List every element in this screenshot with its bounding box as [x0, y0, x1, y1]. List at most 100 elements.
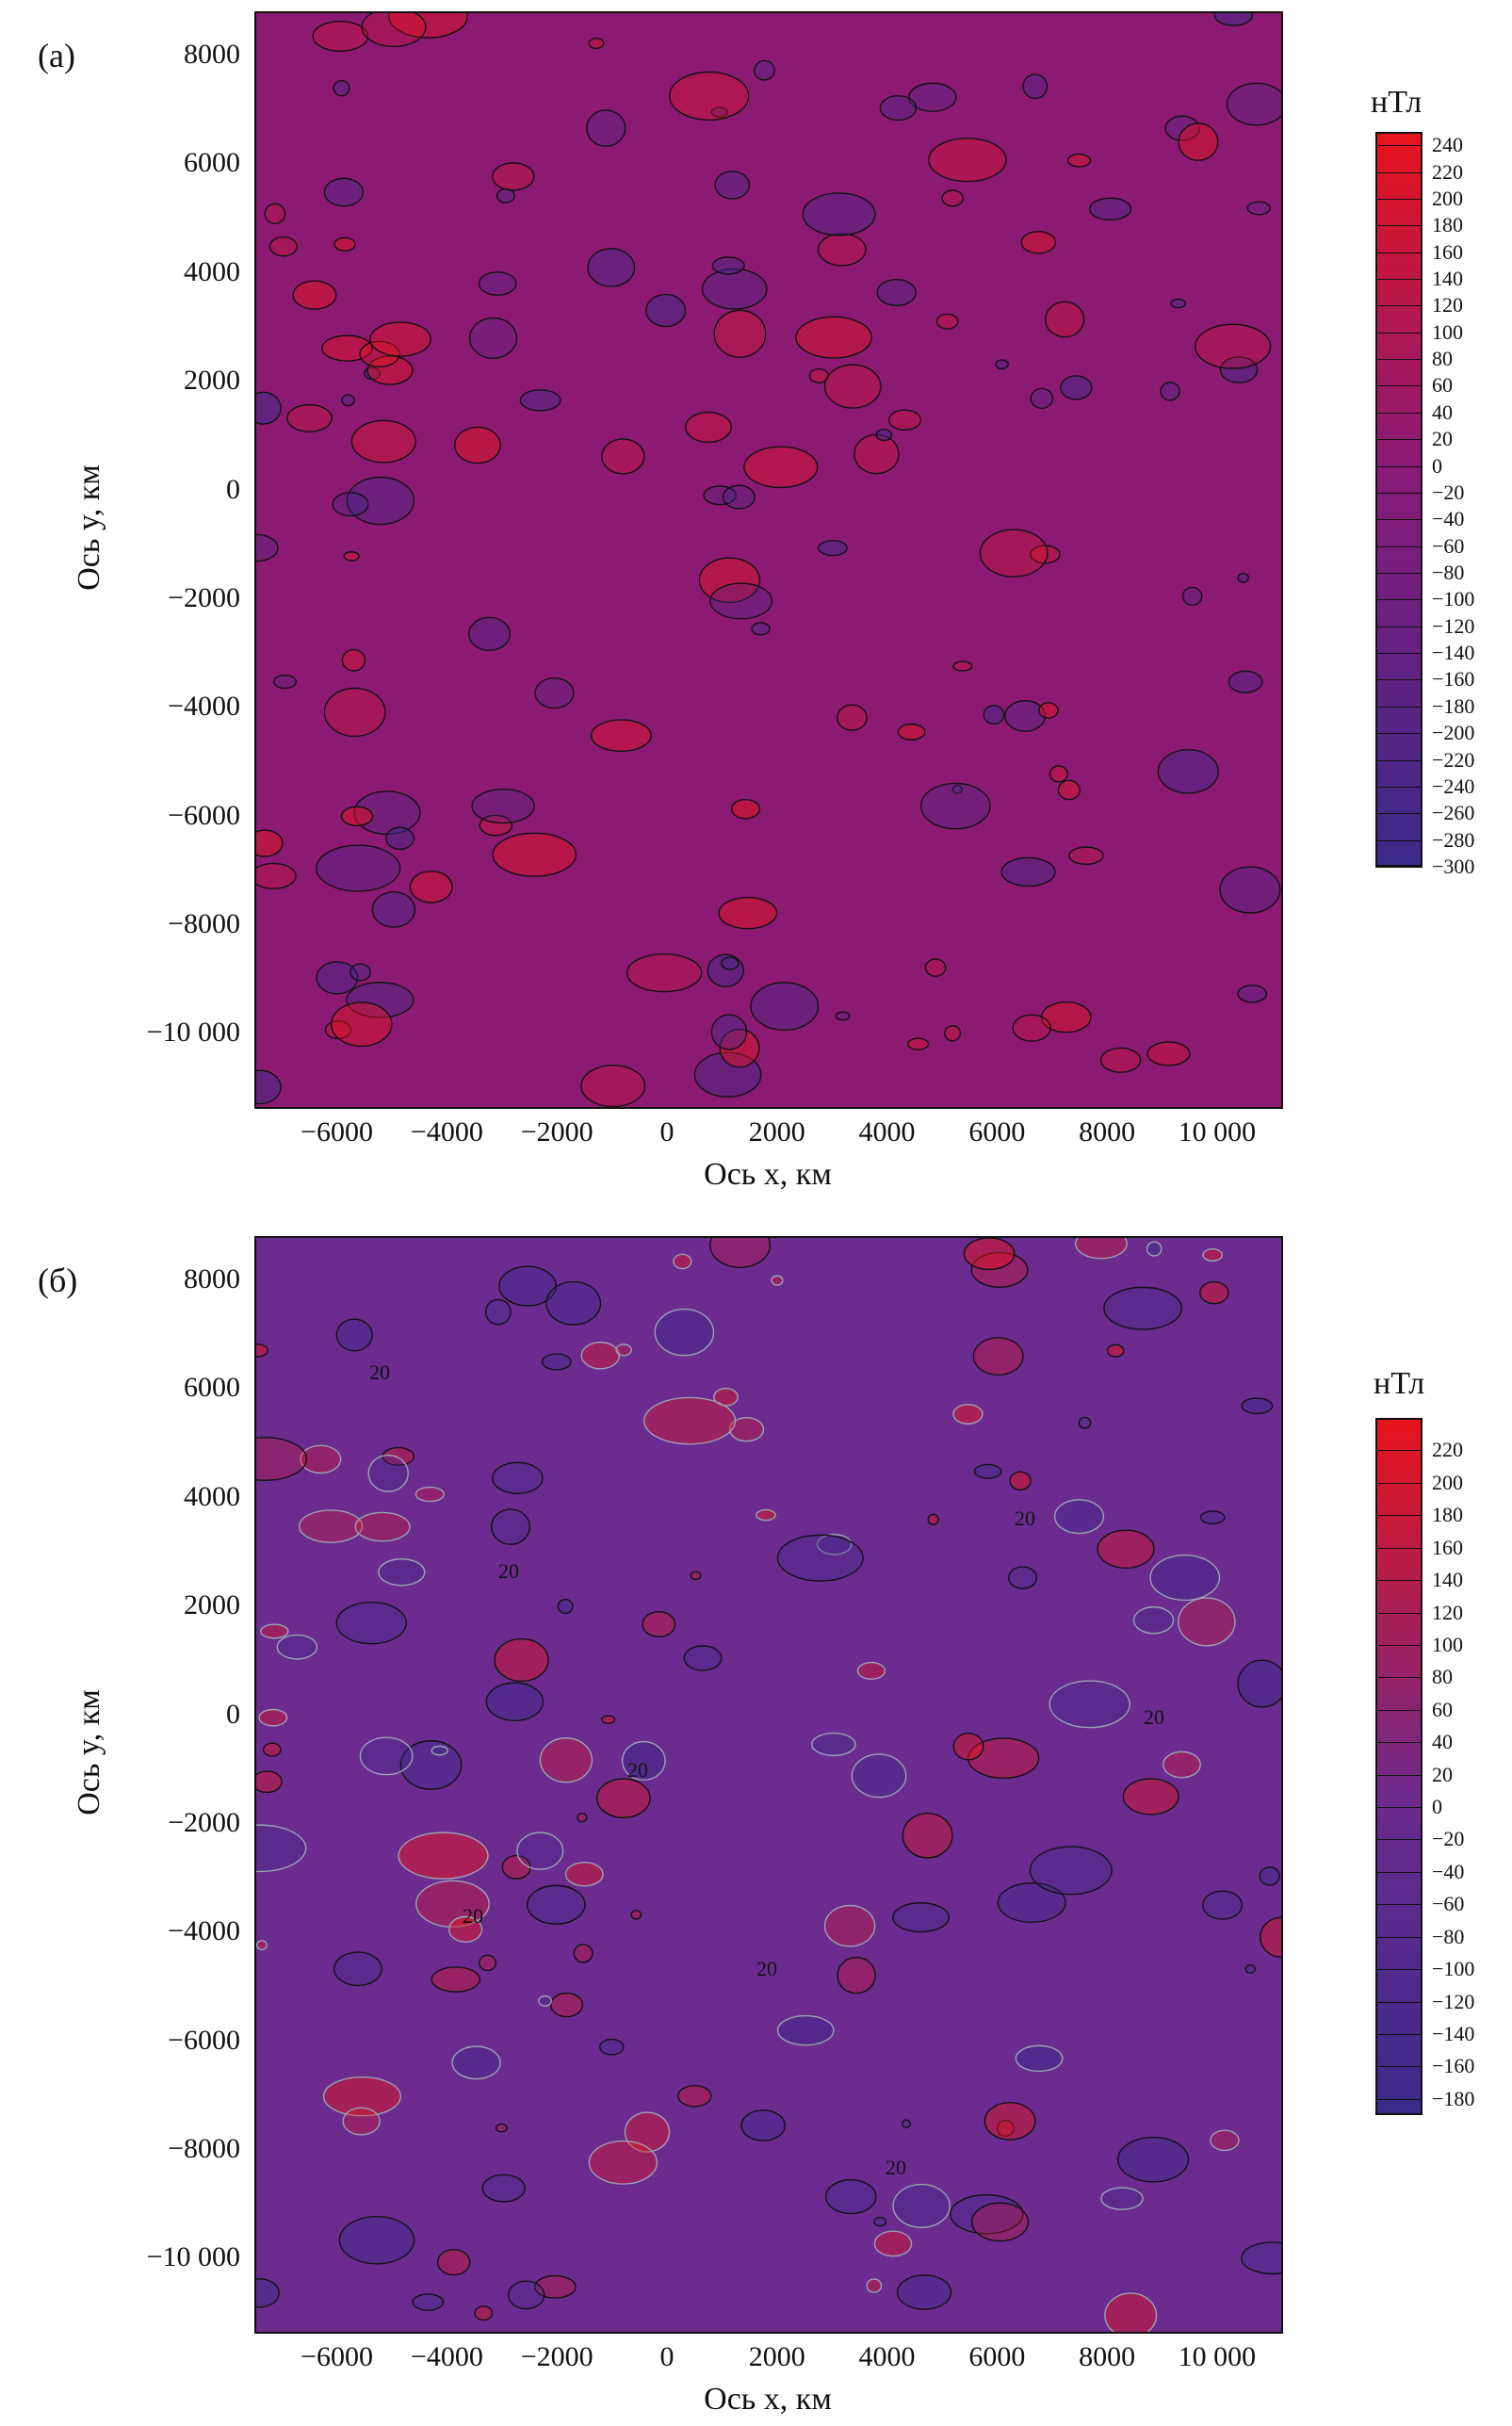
anomaly-contour: [1219, 866, 1281, 914]
colorbar-tick-mark: [1375, 1547, 1423, 1549]
anomaly-contour: [1020, 230, 1057, 254]
colorbar-tick-label: 100: [1432, 319, 1463, 344]
panel-a: (а) Ось y, км Ось x, км 8000 6000 4000 2000…: [38, 11, 1475, 1192]
anomaly-contour: [856, 1661, 886, 1681]
anomaly-contour: [823, 364, 882, 409]
x-tick-label: −4000: [410, 2341, 483, 2372]
anomaly-contour: [587, 248, 636, 287]
anomaly-contour: [1202, 1890, 1244, 1920]
anomaly-contour: [1029, 1846, 1113, 1896]
colorbar-tick-mark: [1375, 2098, 1423, 2100]
colorbar-tick-mark: [1375, 1807, 1423, 1809]
anomaly-contour: [963, 1238, 1016, 1271]
anomaly-contour: [346, 982, 415, 1018]
colorbar-tick-label: 80: [1432, 1665, 1453, 1689]
contour-layer: [256, 1238, 1281, 2332]
anomaly-contour: [1149, 1554, 1221, 1602]
anomaly-contour: [984, 2101, 1036, 2141]
anomaly-contour: [316, 961, 359, 995]
colorbar-tick-label: −260: [1432, 801, 1475, 825]
anomaly-contour: [709, 1238, 772, 1268]
anomaly-contour: [564, 1862, 604, 1887]
anomaly-contour: [256, 1069, 282, 1105]
colorbar-tick-mark: [1375, 465, 1423, 467]
colorbar-tick-label: 0: [1432, 453, 1442, 478]
anomaly-contour: [1049, 765, 1068, 783]
colorbar-tick-label: −120: [1432, 613, 1475, 638]
colorbar-tick-mark: [1375, 412, 1423, 414]
y-tick-label: 6000: [184, 147, 240, 179]
contour-label: 20: [1015, 1506, 1035, 1530]
anomaly-contour: [740, 2109, 786, 2141]
colorbar-tick-mark: [1375, 519, 1423, 521]
x-tick-label: 2000: [748, 1116, 805, 1148]
anomaly-contour: [703, 485, 737, 506]
anomaly-contour: [1004, 700, 1047, 732]
anomaly-contour: [350, 963, 371, 982]
anomaly-contour: [927, 1513, 939, 1525]
anomaly-contour: [710, 1014, 748, 1050]
anomaly-contour: [970, 2202, 1030, 2242]
anomaly-contour: [1008, 1566, 1038, 1589]
anomaly-contour: [496, 187, 515, 204]
colorbar-tick-label: 240: [1432, 133, 1463, 157]
anomaly-contour: [557, 1598, 574, 1615]
y-tick-label: 4000: [184, 1480, 240, 1512]
colorbar-tick-mark: [1375, 1580, 1423, 1582]
anomaly-contour: [580, 1342, 621, 1370]
anomaly-contour: [471, 789, 535, 824]
anomaly-contour: [367, 1454, 409, 1492]
anomaly-contour: [256, 862, 297, 890]
y-tick-label: −10 000: [146, 1017, 240, 1049]
heatmap-plot-area: 20 20 20 20 20 20 20 20: [254, 1236, 1283, 2334]
anomaly-contour: [626, 952, 703, 993]
anomaly-contour: [1078, 1416, 1092, 1429]
anomaly-contour: [701, 268, 768, 310]
anomaly-contour: [902, 1812, 953, 1859]
anomaly-contour: [276, 1634, 318, 1660]
anomaly-contour: [533, 2274, 577, 2299]
anomaly-contour: [836, 704, 868, 731]
x-tick-label: −4000: [410, 1116, 483, 1148]
anomaly-contour: [951, 784, 963, 794]
colorbar-tick-label: −120: [1432, 1989, 1475, 2013]
colorbar-tick-label: −60: [1432, 533, 1465, 558]
anomaly-contour: [338, 2216, 415, 2265]
colorbar-tick-label: −160: [1432, 2054, 1475, 2078]
anomaly-contour: [1210, 2129, 1240, 2152]
y-tick-label: 6000: [184, 1372, 240, 1404]
anomaly-contour: [997, 2120, 1015, 2137]
anomaly-contour: [1213, 13, 1254, 26]
anomaly-contour: [451, 2045, 501, 2080]
anomaly-contour: [415, 1880, 490, 1928]
colorbar-tick-label: −180: [1432, 693, 1475, 718]
anomaly-contour: [876, 279, 917, 306]
anomaly-contour: [892, 1902, 950, 1933]
anomaly-contour: [286, 403, 333, 432]
colorbar-tick-mark: [1375, 733, 1423, 735]
anomaly-contour: [776, 2014, 835, 2046]
x-tick-label: 8000: [1079, 2341, 1136, 2372]
anomaly-contour: [1100, 2187, 1144, 2210]
y-tick-label: −4000: [168, 1915, 240, 1947]
anomaly-contour: [323, 177, 365, 207]
anomaly-contour: [771, 1275, 784, 1286]
anomaly-contour: [683, 1645, 723, 1671]
anomaly-contour: [354, 1511, 411, 1542]
anomaly-contour: [350, 419, 416, 464]
colorbar-tick-mark: [1375, 171, 1423, 173]
anomaly-contour: [718, 896, 778, 930]
anomaly-contour: [995, 359, 1009, 370]
anomaly-contour: [588, 2140, 658, 2185]
anomaly-contour: [750, 982, 820, 1032]
colorbar-tick-label: 160: [1432, 239, 1463, 264]
anomaly-contour: [260, 1623, 289, 1639]
anomaly-contour: [928, 138, 1007, 183]
anomaly-contour: [599, 2038, 625, 2056]
anomaly-contour: [516, 1832, 564, 1870]
colorbar-tick-label: −180: [1432, 2086, 1475, 2110]
anomaly-contour: [1194, 323, 1272, 369]
anomaly-contour: [854, 433, 900, 475]
anomaly-contour: [972, 1337, 1024, 1376]
anomaly-contour: [1157, 749, 1219, 794]
